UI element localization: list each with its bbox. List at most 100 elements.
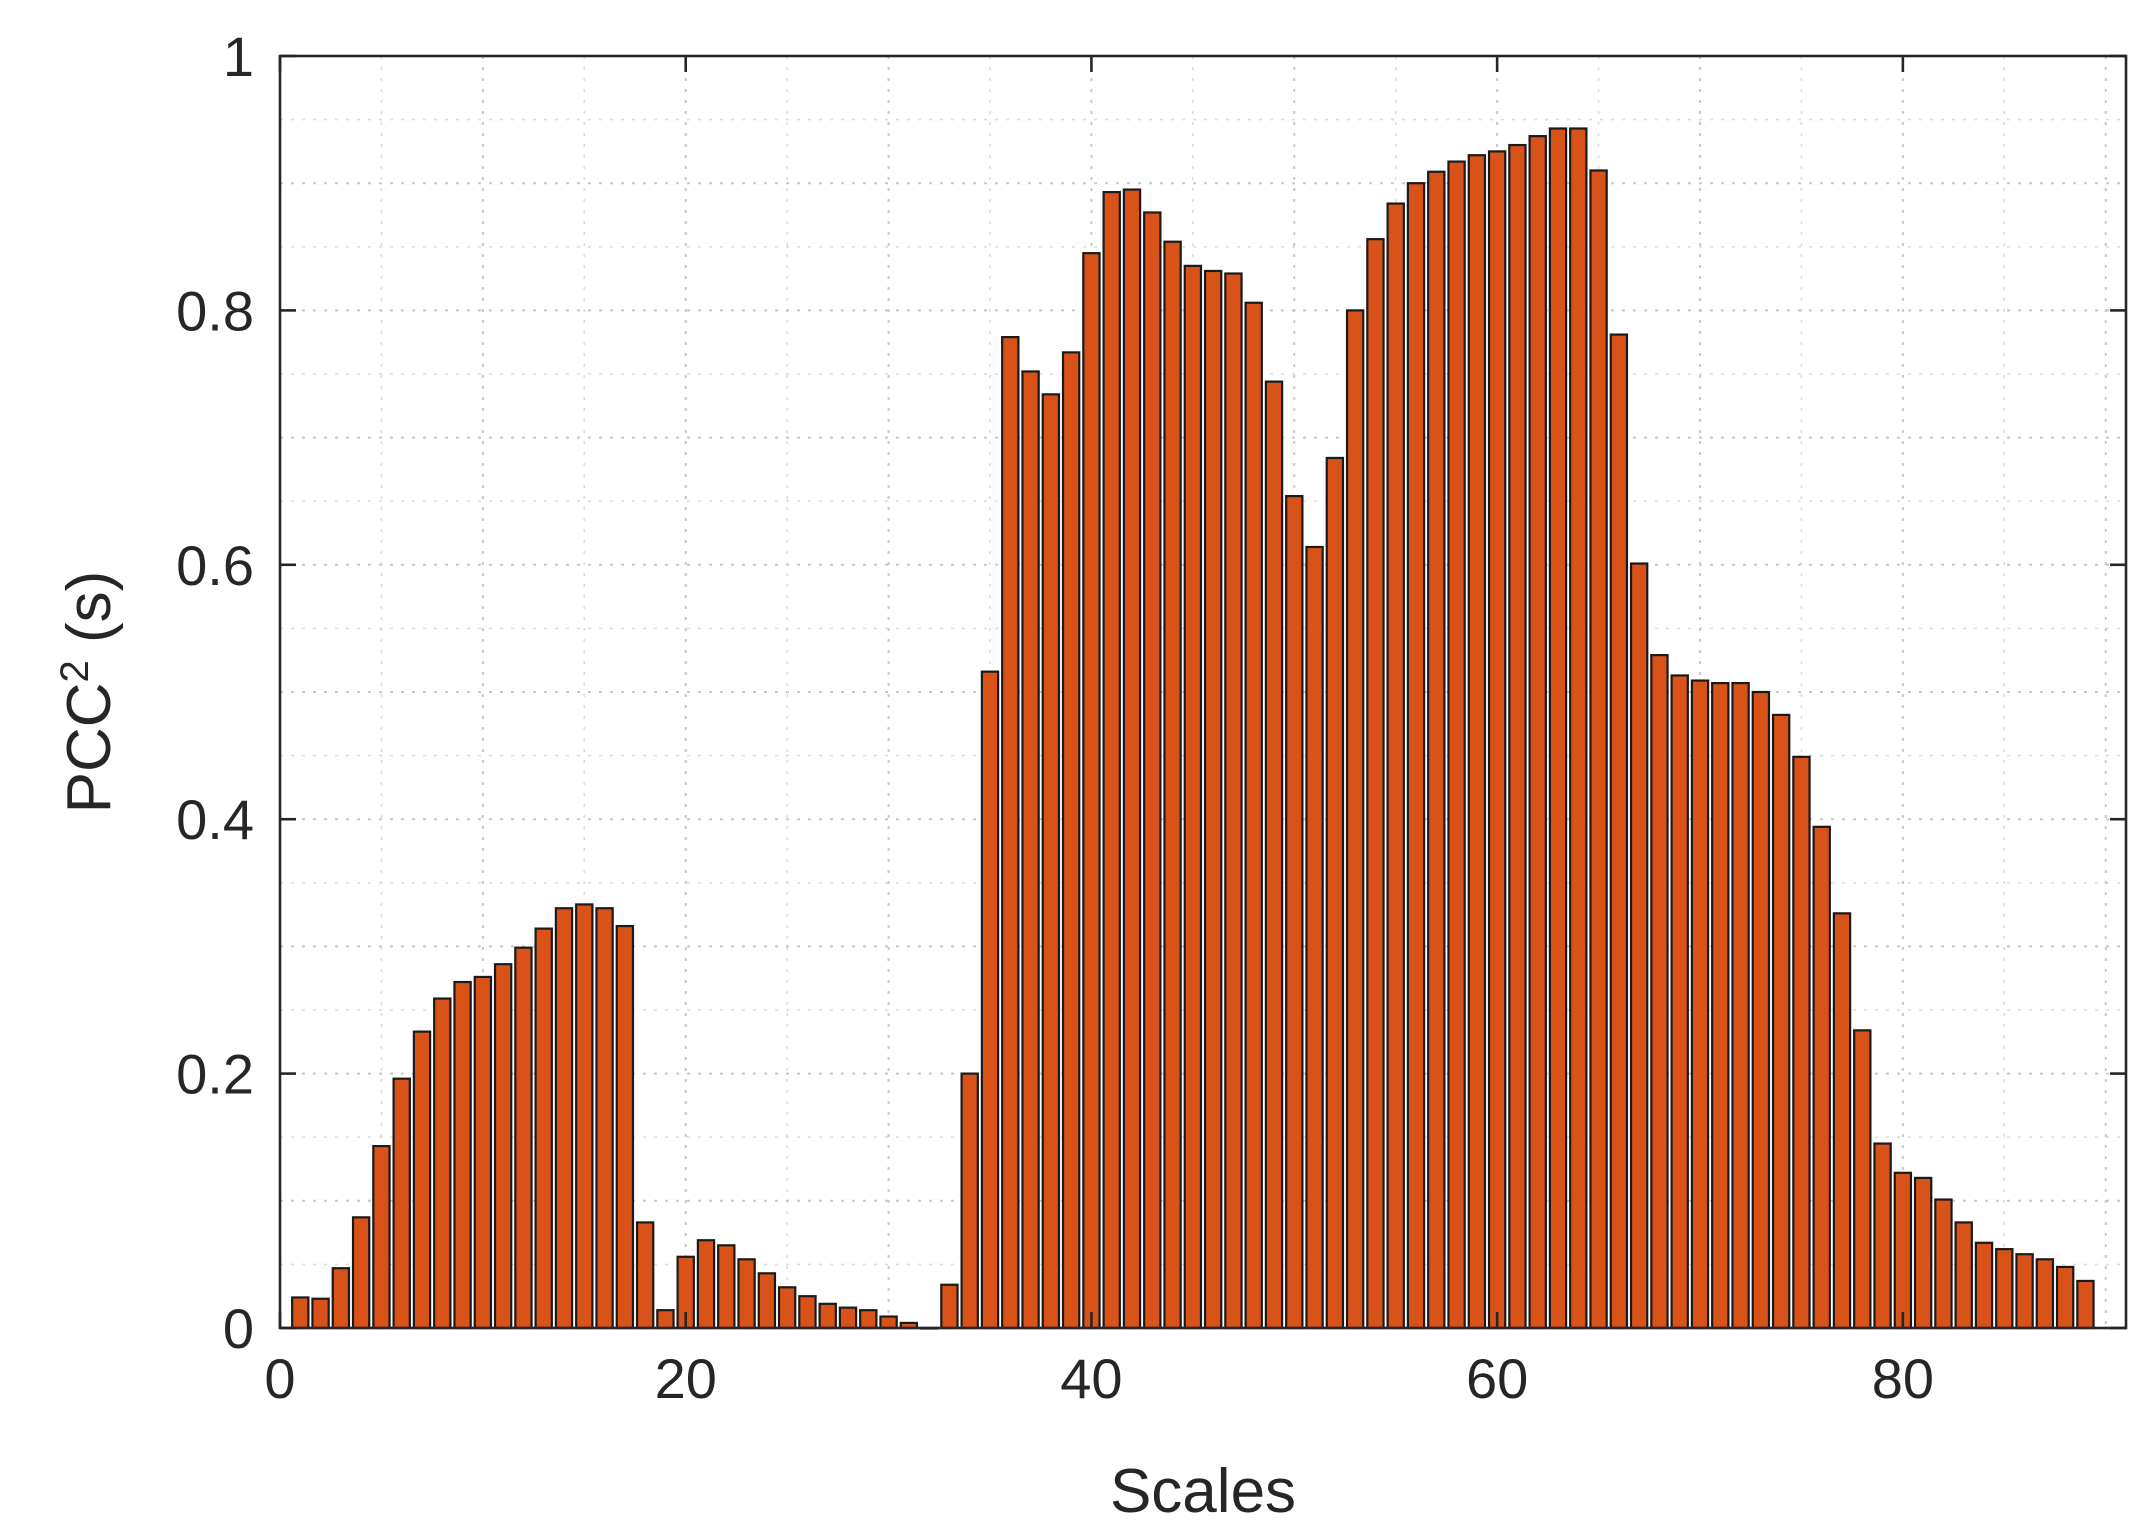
bar bbox=[777, 1286, 797, 1330]
bar bbox=[2015, 1253, 2034, 1330]
bar bbox=[1650, 654, 1669, 1330]
y-tick-label: 0 bbox=[223, 1297, 254, 1360]
bar bbox=[1589, 169, 1608, 1330]
bar bbox=[1609, 333, 1629, 1330]
bar bbox=[575, 903, 594, 1330]
bar bbox=[1487, 150, 1507, 1330]
bar bbox=[1934, 1198, 1953, 1330]
bar bbox=[1224, 272, 1243, 1330]
bar bbox=[1203, 269, 1223, 1330]
bar bbox=[291, 1296, 310, 1330]
bar bbox=[615, 924, 635, 1330]
bar bbox=[1427, 170, 1446, 1330]
y-tick-labels: 0 0.2 0.4 0.6 0.8 1 bbox=[176, 25, 254, 1360]
y-axis-title-superscript: 2 bbox=[53, 660, 97, 682]
y-axis-title-suffix: (s) bbox=[55, 571, 124, 661]
bar bbox=[514, 946, 533, 1330]
bar bbox=[311, 1297, 330, 1330]
bar bbox=[859, 1309, 878, 1330]
bar bbox=[1792, 755, 1811, 1330]
bar bbox=[1954, 1221, 1973, 1330]
bar bbox=[351, 1216, 371, 1330]
y-tick-label: 0.4 bbox=[176, 788, 254, 851]
bar bbox=[1264, 380, 1284, 1330]
bar bbox=[392, 1077, 411, 1330]
bar bbox=[554, 907, 574, 1330]
bar bbox=[1183, 264, 1203, 1330]
bar bbox=[1974, 1241, 1994, 1330]
bar bbox=[1061, 351, 1081, 1330]
bar bbox=[2076, 1279, 2095, 1330]
bar bbox=[1386, 202, 1405, 1330]
bar bbox=[1893, 1171, 1913, 1330]
bar bbox=[1731, 681, 1750, 1330]
bar bbox=[1853, 1029, 1872, 1330]
bar bbox=[1995, 1248, 2014, 1330]
x-tick-label: 60 bbox=[1466, 1347, 1528, 1410]
bar bbox=[1690, 679, 1710, 1330]
bar bbox=[960, 1072, 979, 1330]
y-axis-title-base: PCC bbox=[55, 682, 124, 813]
bar bbox=[433, 997, 452, 1330]
bar bbox=[1325, 456, 1345, 1330]
bar bbox=[473, 975, 493, 1330]
bar bbox=[1163, 240, 1182, 1330]
axes bbox=[278, 54, 2128, 1330]
bar bbox=[980, 670, 1000, 1330]
bar bbox=[838, 1306, 858, 1330]
bar bbox=[696, 1239, 716, 1330]
bar bbox=[2035, 1258, 2055, 1330]
bar bbox=[1812, 825, 1831, 1330]
bar bbox=[1771, 713, 1791, 1330]
bar bbox=[1751, 690, 1771, 1330]
bar bbox=[1670, 674, 1689, 1330]
bar bbox=[656, 1309, 675, 1330]
bar bbox=[1305, 545, 1324, 1330]
x-tick-label: 80 bbox=[1872, 1347, 1934, 1410]
x-tick-label: 20 bbox=[655, 1347, 717, 1410]
bar bbox=[2055, 1265, 2075, 1330]
bar bbox=[1873, 1142, 1892, 1330]
bar bbox=[1528, 135, 1547, 1330]
bar bbox=[1569, 127, 1588, 1330]
y-tick-label: 1 bbox=[223, 25, 254, 88]
bar bbox=[940, 1283, 959, 1330]
bar bbox=[1913, 1176, 1933, 1330]
bar bbox=[493, 963, 513, 1330]
bars bbox=[291, 127, 2095, 1330]
bar bbox=[1508, 143, 1527, 1330]
bar bbox=[879, 1315, 898, 1330]
bar bbox=[1447, 160, 1466, 1330]
bar bbox=[1467, 154, 1487, 1330]
bar bbox=[1143, 211, 1162, 1330]
bar bbox=[1244, 301, 1263, 1330]
bar bbox=[1711, 681, 1730, 1330]
x-tick-label: 0 bbox=[264, 1347, 295, 1410]
y-tick-label: 0.8 bbox=[176, 279, 254, 342]
bar bbox=[635, 1221, 655, 1330]
bar bbox=[1345, 309, 1365, 1330]
bar bbox=[757, 1272, 777, 1330]
bar bbox=[372, 1145, 391, 1330]
bar bbox=[331, 1267, 351, 1330]
bar bbox=[595, 907, 614, 1330]
bar bbox=[1366, 238, 1385, 1330]
bar bbox=[818, 1302, 837, 1330]
y-tick-label: 0.6 bbox=[176, 534, 254, 597]
bar bbox=[1548, 127, 1568, 1330]
axes-box bbox=[278, 54, 2128, 1330]
bar bbox=[798, 1295, 817, 1330]
bar bbox=[1082, 252, 1101, 1330]
bar bbox=[1001, 336, 1020, 1330]
bar bbox=[412, 1030, 432, 1330]
bar bbox=[1122, 188, 1142, 1330]
bar bbox=[534, 927, 553, 1330]
bar bbox=[737, 1258, 756, 1330]
y-tick-label: 0.2 bbox=[176, 1043, 254, 1106]
bar bbox=[1041, 393, 1061, 1330]
bar bbox=[1021, 370, 1040, 1330]
x-axis-title: Scales bbox=[1110, 1457, 1296, 1526]
bar bbox=[1406, 182, 1426, 1330]
bar bbox=[1102, 191, 1121, 1330]
